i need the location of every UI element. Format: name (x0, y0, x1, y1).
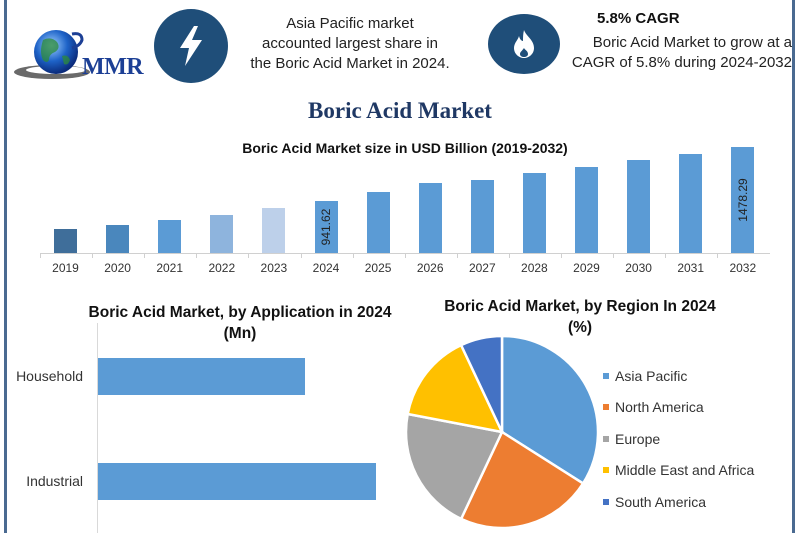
legend-label: Middle East and Africa (615, 462, 755, 479)
x-tick-mark (144, 253, 146, 258)
application-chart-title-line1: Boric Acid Market, by Application in 202… (88, 304, 392, 321)
x-tick-mark (196, 253, 198, 258)
x-tick-label: 2025 (364, 261, 392, 275)
bar-2019 (54, 229, 77, 253)
mmr-logo: MMR (10, 28, 150, 83)
x-tick-mark (404, 253, 406, 258)
bar-2022 (210, 215, 234, 253)
x-tick-label: 2023 (260, 261, 288, 275)
pie-slice-europe (404, 412, 504, 521)
legend-label: South America (615, 493, 707, 510)
bar-2028 (522, 172, 546, 253)
legend-label: Asia Pacific (615, 367, 688, 384)
region-legend: Asia Pacific North America Europe Middle Ea… (603, 360, 754, 518)
legend-item: Middle East and Africa (603, 455, 754, 487)
bar-value-label: 941.62 (319, 208, 333, 246)
x-tick-label: 2027 (468, 261, 496, 275)
region-pie-chart (404, 334, 600, 530)
globe-icon (14, 30, 90, 79)
hbar-industrial (98, 463, 376, 500)
application-chart-title-line2: (Mn) (223, 325, 257, 342)
right-frame-border (792, 0, 795, 533)
x-tick-label: 2026 (416, 261, 444, 275)
region-chart-title-line1: Boric Acid Market, by Region In 2024 (444, 298, 716, 315)
x-tick-mark (717, 253, 719, 258)
lightning-bolt-icon (154, 9, 228, 83)
legend-swatch (603, 467, 609, 474)
bar-2020 (106, 225, 130, 253)
region-chart-title: Boric Acid Market, by Region In 2024 (%) (420, 296, 740, 338)
cagr-title: 5.8% CAGR (597, 10, 680, 27)
bar-2025 (366, 192, 390, 253)
x-tick-label: 2024 (312, 261, 340, 275)
x-tick-label: 2028 (521, 261, 548, 275)
pie-slice-middle-east-and-africa (406, 343, 505, 434)
legend-item: Asia Pacific (603, 360, 754, 392)
x-tick-mark (248, 253, 250, 258)
bar-2026 (418, 183, 442, 253)
x-tick-mark (561, 253, 562, 258)
bar-2029 (575, 166, 598, 253)
legend-item: North America (603, 392, 754, 424)
category-label: Industrial (26, 473, 83, 489)
cagr-text: Boric Acid Market to grow at a CAGR of 5… (571, 34, 792, 71)
x-tick-mark (508, 253, 510, 258)
bar-2032: 1478.29 (731, 147, 755, 253)
legend-item: South America (603, 486, 754, 518)
bar-2021 (158, 220, 182, 253)
x-tick-mark (613, 253, 615, 258)
market-size-bar-chart: 2019 2020 2021 2022 2023 941.62 2024 2025 2026 20… (40, 140, 770, 285)
x-tick-mark (92, 253, 94, 258)
x-tick-mark (300, 253, 302, 258)
legend-label: North America (615, 399, 704, 416)
application-chart-title: Boric Acid Market, by Application in 202… (70, 302, 410, 344)
bar-value-label: 1478.29 (735, 178, 750, 222)
bar-2023 (262, 208, 286, 253)
x-tick-label: 2022 (208, 261, 236, 275)
x-tick-label: 2031 (677, 261, 705, 275)
legend-swatch (603, 498, 609, 505)
bar-2027 (470, 180, 494, 253)
flame-icon (488, 14, 560, 74)
legend-label: Europe (615, 430, 661, 447)
logo-text: MMR (82, 54, 144, 80)
x-tick-label: 2029 (573, 261, 600, 275)
x-tick-mark (665, 253, 667, 258)
bar-2024: 941.62 (314, 201, 338, 253)
x-tick-label: 2030 (625, 261, 652, 275)
left-frame-border (4, 0, 7, 533)
info-asia-pacific-text: Asia Pacific market accounted largest sh… (250, 15, 450, 72)
bar-chart-title: Boric Acid Market size in USD Billion (2… (242, 140, 568, 156)
bar-2030 (627, 159, 651, 253)
legend-swatch (603, 372, 609, 379)
application-y-axis (97, 323, 98, 533)
region-chart-title-line2: (%) (567, 319, 593, 336)
page-title: Boric Acid Market (308, 98, 492, 123)
x-tick-label: 2019 (52, 261, 79, 275)
legend-swatch (603, 404, 609, 411)
legend-swatch (603, 435, 609, 442)
bar-2031 (679, 153, 703, 253)
category-label: Household (16, 368, 83, 384)
hbar-household (98, 358, 305, 395)
x-tick-label: 2021 (156, 261, 184, 275)
x-tick-mark (456, 253, 458, 258)
x-tick-label: 2032 (729, 261, 757, 275)
x-tick-mark (40, 253, 41, 258)
legend-item: Europe (603, 423, 754, 455)
x-tick-label: 2020 (104, 261, 131, 275)
x-tick-mark (352, 253, 354, 258)
pie-slice-south-america (459, 334, 504, 433)
